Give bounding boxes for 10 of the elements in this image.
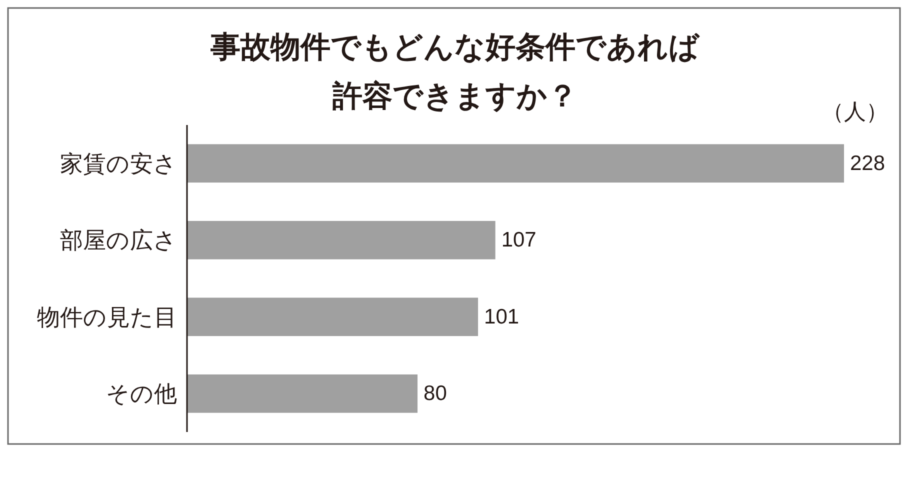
data-label: 107 (501, 228, 536, 252)
data-label: 228 (850, 152, 886, 175)
xlabel: （人） (822, 99, 888, 124)
data-label: 101 (484, 305, 520, 328)
category-label: その他 (106, 380, 177, 407)
category-label: 部屋の広さ (60, 227, 177, 254)
category-label: 家賃の安さ (60, 150, 177, 176)
data-label: 80 (424, 382, 447, 406)
title: 事故物件でもどんな好条件であれば許容できますか？ (210, 31, 700, 113)
category-label: 物件の見た目 (37, 304, 177, 330)
